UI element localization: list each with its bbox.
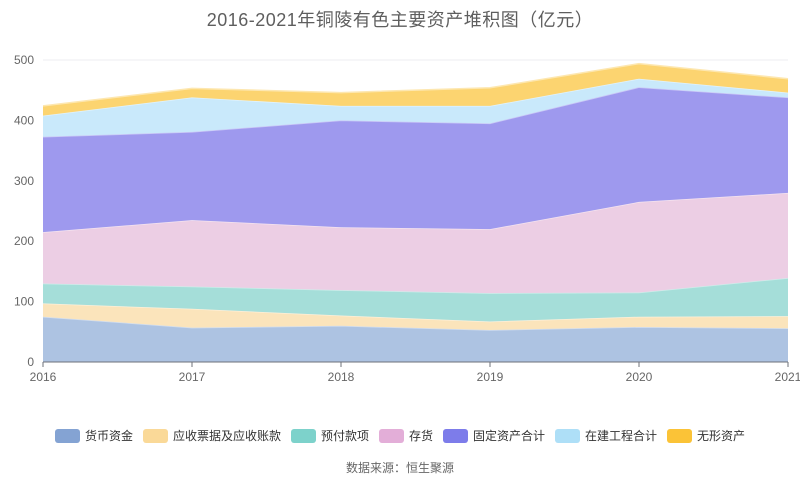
chart-legend: 货币资金 应收票据及应收账款 预付款项 存货 固定资产合计 在建工程合计 无形资产 <box>0 429 800 443</box>
legend-item-在建工程合计[interactable]: 在建工程合计 <box>555 429 657 443</box>
legend-label: 在建工程合计 <box>585 429 658 443</box>
legend-swatch-icon <box>290 429 316 443</box>
legend-swatch-icon <box>142 429 168 443</box>
x-axis-label: 2019 <box>477 370 504 384</box>
area-band-预付款项 <box>43 278 788 322</box>
x-axis-label: 2017 <box>179 370 206 384</box>
area-band-无形资产 <box>43 63 788 116</box>
y-axis-label: 400 <box>14 113 34 127</box>
data-source-note: 数据来源：恒生聚源 <box>345 461 454 475</box>
legend-swatch-icon <box>443 429 468 443</box>
y-axis-label: 300 <box>14 174 34 188</box>
chart-title: 2016-2021年铜陵有色主要资产堆积图（亿元） <box>206 10 594 30</box>
x-axis-label: 2018 <box>328 370 355 384</box>
legend-label: 存货 <box>408 429 433 443</box>
stacked-area-chart: 0 100 200 300 400 500 2016 2017 2018 2019 2020 2021 <box>14 53 800 384</box>
legend-item-存货[interactable]: 存货 <box>378 429 433 443</box>
legend-item-预付款项[interactable]: 预付款项 <box>290 429 369 443</box>
chart-canvas: 0 100 200 300 400 500 2016 2017 2018 2019 2020 2021 <box>14 53 800 384</box>
area-band-固定资产合计 <box>43 87 788 233</box>
y-axis-label: 200 <box>14 234 34 248</box>
area-band-存货 <box>43 192 788 294</box>
legend-swatch-icon <box>667 429 693 443</box>
area-boundary-line-无形资产 <box>42 62 789 107</box>
area-band-应收票据及应收账款 <box>43 303 788 330</box>
legend-swatch-icon <box>555 429 581 443</box>
legend-item-货币资金[interactable]: 货币资金 <box>54 429 133 443</box>
legend-item-无形资产[interactable]: 无形资产 <box>667 429 745 443</box>
legend-label: 货币资金 <box>84 429 133 443</box>
legend-item-固定资产合计[interactable]: 固定资产合计 <box>443 429 545 443</box>
y-axis-label: 0 <box>27 355 34 369</box>
legend-label: 固定资产合计 <box>473 429 546 443</box>
legend-item-应收票据及应收账款[interactable]: 应收票据及应收账款 <box>142 429 281 443</box>
x-axis-label: 2016 <box>30 370 57 384</box>
legend-label: 无形资产 <box>697 429 746 443</box>
legend-swatch-icon <box>378 429 404 443</box>
area-band-在建工程合计 <box>43 78 788 137</box>
x-axis-label: 2020 <box>626 370 653 384</box>
y-axis-label: 500 <box>14 53 34 67</box>
x-axis-label: 2021 <box>775 370 800 384</box>
legend-label: 应收票据及应收账款 <box>172 429 281 443</box>
y-axis-label: 100 <box>14 295 34 309</box>
legend-label: 预付款项 <box>320 429 369 443</box>
legend-swatch-icon <box>54 429 80 443</box>
